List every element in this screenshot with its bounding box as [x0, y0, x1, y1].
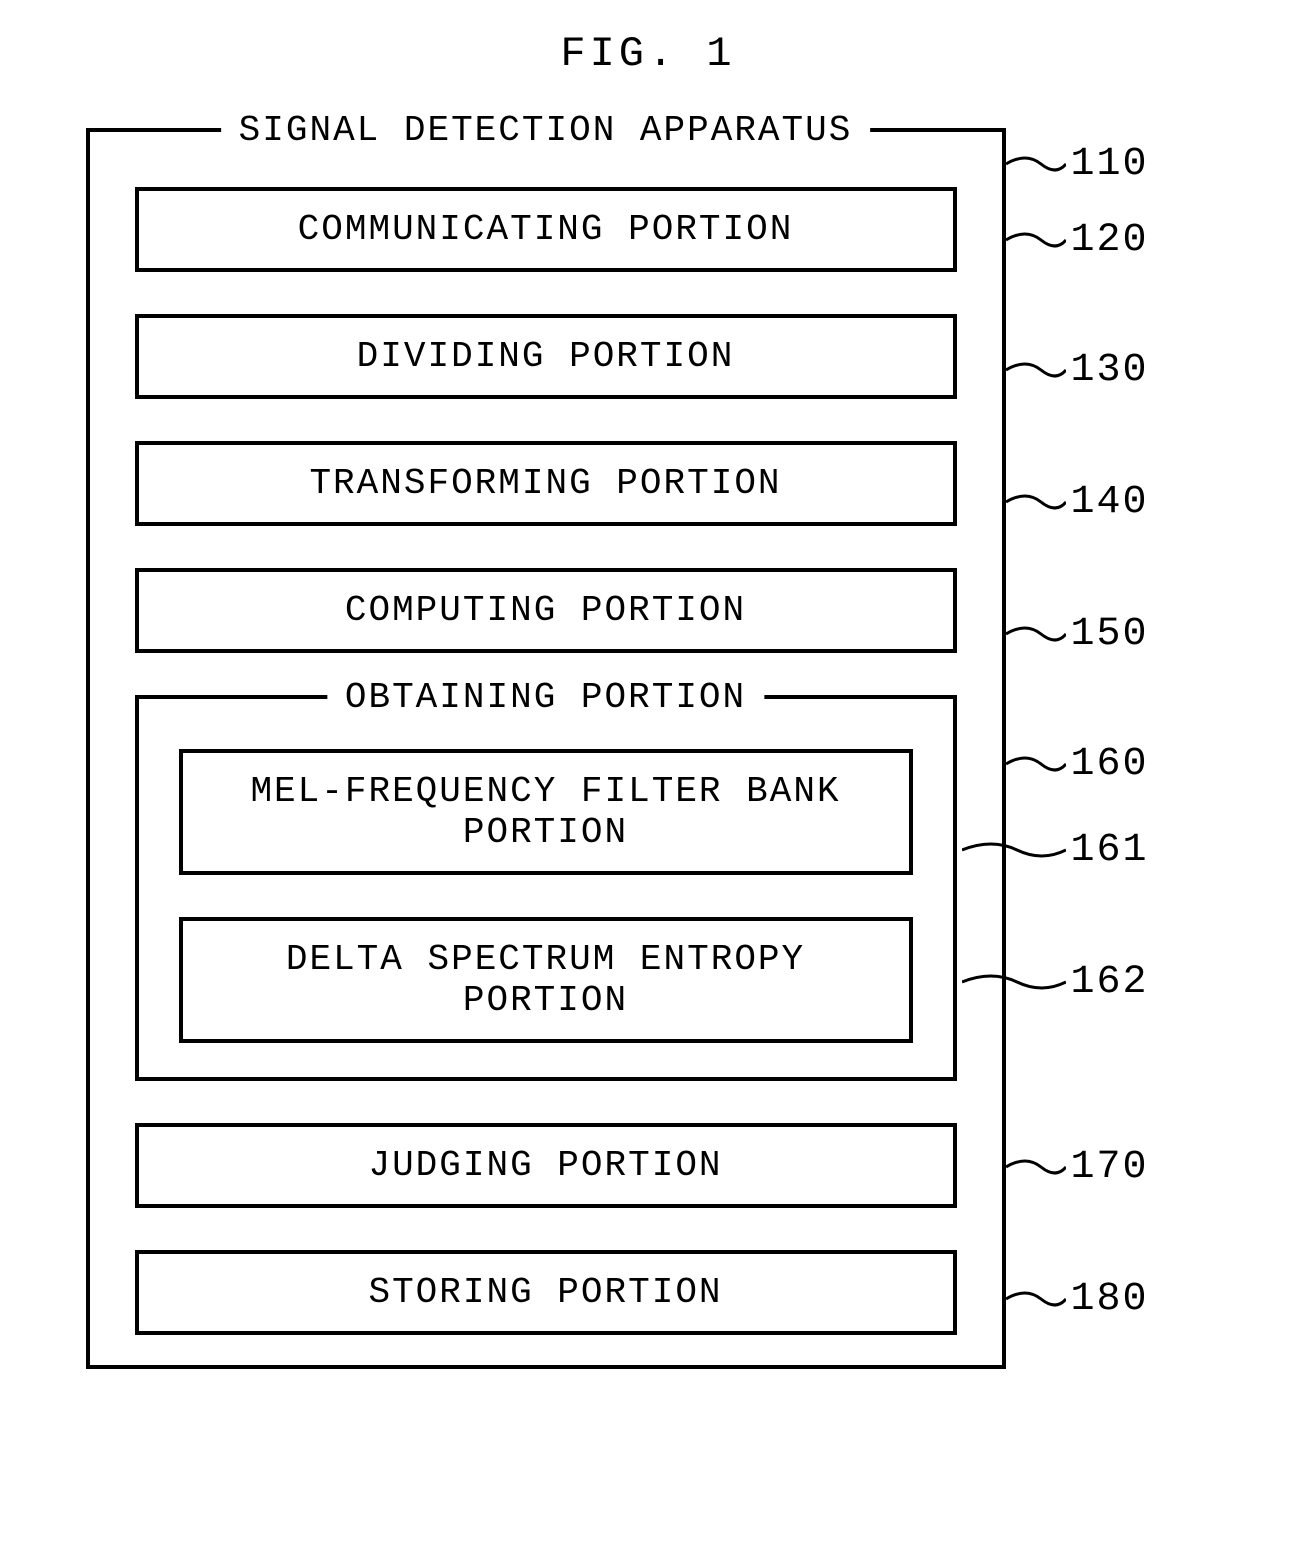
diagram-container: SIGNAL DETECTION APPARATUS COMMUNICATING…: [86, 128, 1211, 1388]
connector-150: [1006, 622, 1066, 652]
block-communicating: COMMUNICATING PORTION: [135, 187, 957, 272]
connector-170: [1006, 1155, 1066, 1185]
ref-130: 130: [1071, 348, 1149, 393]
connector-162: [962, 970, 1066, 1000]
ref-140: 140: [1071, 480, 1149, 525]
block-dividing: DIVIDING PORTION: [135, 314, 957, 399]
connector-130: [1006, 358, 1066, 388]
block-computing: COMPUTING PORTION: [135, 568, 957, 653]
connector-160: [1006, 752, 1066, 782]
outer-box: SIGNAL DETECTION APPARATUS COMMUNICATING…: [86, 128, 1006, 1369]
block-storing: STORING PORTION: [135, 1250, 957, 1335]
figure-title: FIG. 1: [560, 30, 735, 78]
inner-group-label: OBTAINING PORTION: [327, 677, 764, 718]
block-transforming: TRANSFORMING PORTION: [135, 441, 957, 526]
block-delta-spectrum: DELTA SPECTRUM ENTROPY PORTION: [179, 917, 913, 1043]
inner-group: OBTAINING PORTION MEL-FREQUENCY FILTER B…: [135, 695, 957, 1081]
connector-110: [1006, 152, 1066, 182]
block-mel-frequency: MEL-FREQUENCY FILTER BANK PORTION: [179, 749, 913, 875]
block-judging: JUDGING PORTION: [135, 1123, 957, 1208]
connector-161: [962, 838, 1066, 868]
connector-140: [1006, 490, 1066, 520]
ref-110: 110: [1071, 142, 1149, 187]
ref-162: 162: [1071, 960, 1149, 1005]
ref-120: 120: [1071, 218, 1149, 263]
outer-box-label: SIGNAL DETECTION APPARATUS: [221, 110, 871, 151]
connector-120: [1006, 228, 1066, 258]
ref-170: 170: [1071, 1145, 1149, 1190]
ref-160: 160: [1071, 742, 1149, 787]
ref-150: 150: [1071, 612, 1149, 657]
connector-180: [1006, 1287, 1066, 1317]
ref-161: 161: [1071, 828, 1149, 873]
ref-labels: 110 120 130 140 150 160 161 162 170 180: [1071, 128, 1211, 1388]
ref-180: 180: [1071, 1277, 1149, 1322]
